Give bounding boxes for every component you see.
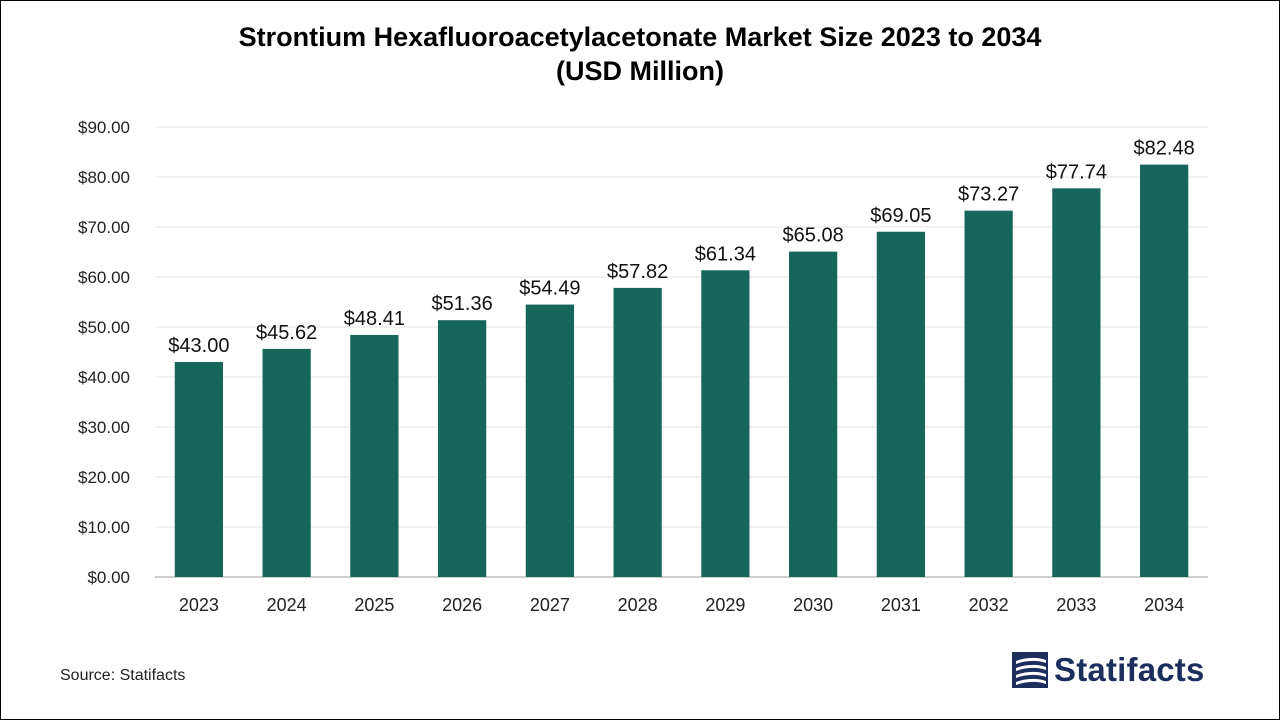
bar	[350, 334, 399, 577]
chart-title-line1: Strontium Hexafluoroacetylacetonate Mark…	[238, 22, 1042, 52]
bar	[525, 304, 575, 577]
bar	[1139, 164, 1189, 577]
bar	[1052, 188, 1101, 578]
x-tick-label: 2023	[179, 595, 219, 615]
statifacts-logo: Statifacts	[1012, 650, 1205, 690]
source-note: Source: Statifacts	[60, 667, 186, 684]
data-label: $69.05	[870, 205, 931, 227]
data-label: $57.82	[607, 261, 668, 283]
y-tick-label: $60.00	[78, 268, 130, 287]
x-tick-label: 2027	[530, 595, 570, 615]
logo-text: Statifacts	[1054, 651, 1205, 688]
y-tick-label: $80.00	[78, 168, 130, 187]
bar	[437, 320, 487, 577]
x-tick-label: 2026	[442, 595, 482, 615]
y-tick-label: $40.00	[78, 368, 130, 387]
data-label: $45.62	[256, 322, 317, 344]
x-tick-label: 2025	[354, 595, 394, 615]
y-tick-label: $50.00	[78, 318, 130, 337]
bar	[788, 251, 838, 577]
y-tick-label: $70.00	[78, 218, 130, 237]
data-label: $73.27	[958, 184, 1019, 206]
x-tick-label: 2034	[1144, 595, 1184, 615]
x-tick-label: 2029	[705, 595, 745, 615]
x-tick-label: 2033	[1056, 595, 1096, 615]
x-tick-label: 2031	[881, 595, 921, 615]
y-tick-label: $0.00	[87, 568, 130, 587]
data-label: $51.36	[432, 293, 493, 315]
bar	[876, 231, 926, 577]
bar	[262, 348, 311, 577]
data-label: $65.08	[783, 225, 844, 247]
y-tick-label: $30.00	[78, 418, 130, 437]
bar	[964, 210, 1013, 577]
bar	[701, 270, 750, 577]
data-label: $48.41	[344, 308, 405, 330]
y-tick-label: $90.00	[78, 118, 130, 137]
x-tick-label: 2030	[793, 595, 833, 615]
data-label: $43.00	[168, 335, 229, 357]
bar	[174, 362, 224, 577]
y-tick-label: $10.00	[78, 518, 130, 537]
x-tick-label: 2032	[969, 595, 1009, 615]
data-label: $77.74	[1046, 161, 1107, 183]
data-label: $54.49	[519, 278, 580, 300]
data-label: $82.48	[1134, 138, 1195, 160]
chart-title: Strontium Hexafluoroacetylacetonate Mark…	[0, 20, 1280, 88]
data-label: $61.34	[695, 243, 756, 265]
x-tick-label: 2024	[267, 595, 307, 615]
y-tick-label: $20.00	[78, 468, 130, 487]
x-tick-label: 2028	[618, 595, 658, 615]
statifacts-logo-icon	[1012, 652, 1048, 688]
chart-title-line2: (USD Million)	[556, 56, 724, 86]
bar	[613, 287, 662, 577]
